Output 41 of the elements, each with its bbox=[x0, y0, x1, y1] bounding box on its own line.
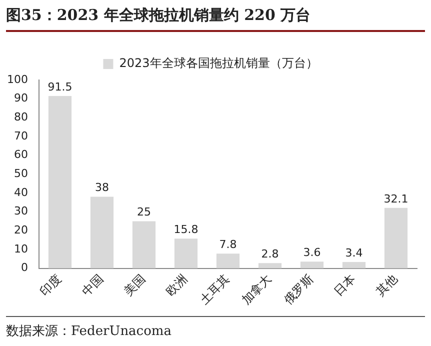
y-tick-label: 40 bbox=[14, 186, 28, 199]
x-tick-label: 加拿大 bbox=[238, 272, 274, 308]
x-tick-label: 日本 bbox=[331, 272, 358, 299]
data-label: 91.5 bbox=[48, 80, 72, 94]
bar bbox=[216, 254, 240, 268]
y-tick-label: 100 bbox=[6, 72, 28, 86]
bar bbox=[48, 96, 72, 268]
x-tick-label: 欧洲 bbox=[163, 272, 190, 299]
data-label: 3.4 bbox=[345, 246, 363, 260]
x-tick-label: 俄罗斯 bbox=[280, 272, 316, 308]
y-tick-label: 50 bbox=[14, 167, 28, 180]
bar bbox=[384, 208, 408, 268]
chart-title: 图35：2023 年全球拖拉机销量约 220 万台 bbox=[6, 6, 425, 32]
x-tick-label: 中国 bbox=[79, 272, 106, 299]
data-label: 3.6 bbox=[303, 246, 321, 259]
y-tick-label: 20 bbox=[14, 224, 28, 237]
y-tick-label: 80 bbox=[14, 110, 28, 124]
bar bbox=[258, 263, 282, 268]
y-tick-label: 0 bbox=[20, 261, 28, 274]
data-label: 15.8 bbox=[174, 222, 198, 236]
bar bbox=[90, 196, 114, 268]
x-tick-label: 美国 bbox=[121, 272, 148, 299]
bar bbox=[174, 238, 198, 268]
bar bbox=[132, 221, 156, 268]
y-tick-label: 10 bbox=[14, 242, 28, 256]
y-tick-label: 30 bbox=[14, 204, 28, 218]
source-note: 数据来源：FederUnacoma bbox=[6, 316, 425, 340]
y-tick-label: 90 bbox=[14, 92, 28, 105]
y-tick-label: 70 bbox=[14, 129, 28, 142]
data-label: 25 bbox=[136, 206, 151, 219]
data-label: 32.1 bbox=[384, 192, 408, 206]
data-label: 7.8 bbox=[219, 238, 237, 252]
x-tick-label: 印度 bbox=[37, 272, 64, 299]
data-label: 38 bbox=[94, 181, 109, 194]
bar bbox=[342, 262, 366, 268]
x-tick-label: 其他 bbox=[373, 272, 400, 299]
data-label: 2.8 bbox=[261, 247, 279, 260]
y-tick-label: 60 bbox=[14, 148, 28, 162]
x-tick-label: 土耳其 bbox=[196, 272, 232, 308]
bar bbox=[300, 262, 324, 268]
legend-label: 2023年全球各国拖拉机销量（万台） bbox=[119, 56, 318, 70]
